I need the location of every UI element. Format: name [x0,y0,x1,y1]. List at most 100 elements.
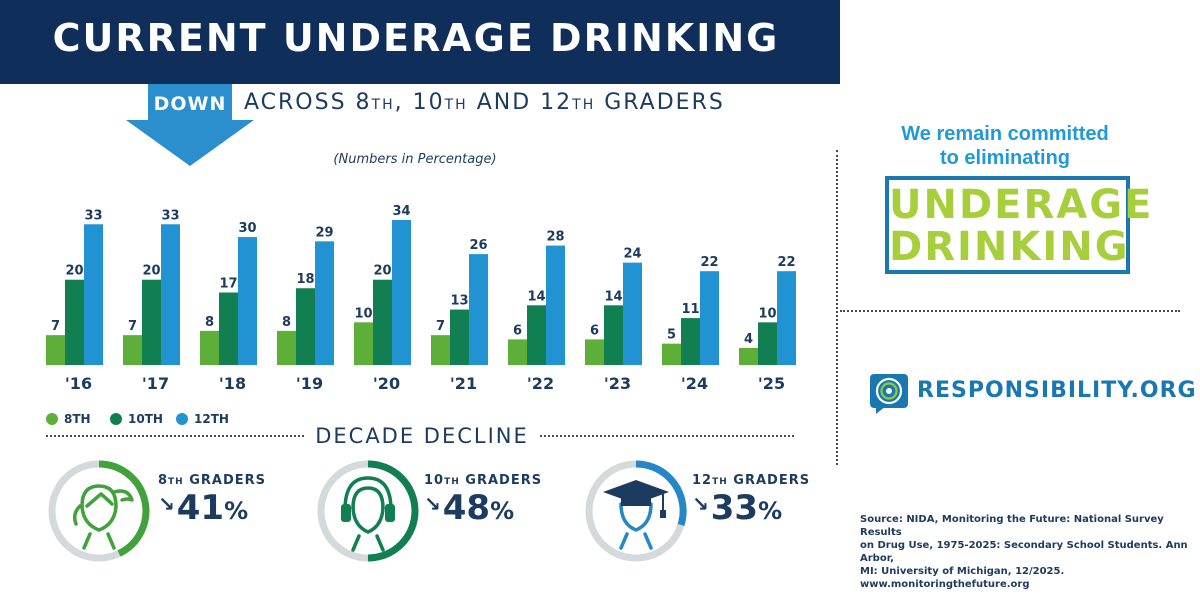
stat-value-8th: ↘41% [158,488,249,528]
bar-10th-5 [450,309,469,365]
box-line-1: UNDERAGE [889,182,1154,228]
legend-swatch [46,413,58,425]
responsibility-logo-icon [870,374,908,414]
data-label: 24 [623,247,641,262]
horizontal-divider [840,310,1180,312]
legend-swatch [176,413,188,425]
chart-note: (Numbers in Percentage) [333,152,497,167]
bar-8th-5 [431,335,450,365]
legend-label: 10TH [128,412,163,426]
legend-label: 12TH [194,412,229,426]
trend-down-icon: ↘ [158,492,175,516]
down-arrow-icon [126,84,254,166]
data-label: 7 [128,319,137,334]
bar-10th-0 [65,279,84,365]
bar-12th-3 [315,241,334,365]
x-tick-label: '16 [65,374,92,393]
legend-item-8th: 8TH [46,412,91,426]
bar-8th-0 [46,335,65,365]
data-label: 10 [758,306,776,321]
girl-icon [48,460,150,562]
x-tick-label: '20 [373,374,400,393]
data-label: 7 [51,319,60,334]
bar-12th-2 [238,237,257,365]
x-tick-label: '24 [681,374,708,393]
bar-8th-3 [277,330,296,365]
bar-12th-7 [623,262,642,365]
data-label: 14 [527,289,545,304]
x-tick-label: '25 [758,374,785,393]
decade-decline-title: DECADE DECLINE [306,424,538,448]
data-label: 33 [161,208,179,223]
data-label: 30 [238,221,256,236]
header-banner: CURRENT UNDERAGE DRINKING [0,0,840,84]
trend-down-icon: ↘ [424,492,441,516]
bar-8th-9 [739,347,758,365]
bar-10th-6 [527,305,546,365]
data-label: 5 [667,328,676,343]
data-label: 8 [205,315,214,330]
data-label: 14 [604,289,622,304]
bar-12th-1 [161,224,180,365]
bar-chart: 7 20 33 '16 7 20 33 '17 8 17 30 '18 8 18 29 '19 10 20 34 '2… [46,204,796,393]
data-label: 6 [513,323,522,338]
stat-value-12th: ↘33% [692,488,783,528]
data-label: 20 [373,264,391,279]
data-label: 18 [296,272,314,287]
stat-label-10th: 10TH GRADERS [424,473,543,488]
legend-item-12th: 12TH [176,412,229,426]
data-label: 7 [436,319,445,334]
bar-12th-0 [84,224,103,365]
data-label: 10 [354,306,372,321]
bar-8th-7 [585,339,604,365]
x-tick-label: '18 [219,374,246,393]
graduate-icon [585,460,687,562]
bar-10th-9 [758,322,777,365]
bar-10th-1 [142,279,161,365]
stat-label-12th: 12TH GRADERS [692,473,811,488]
brand-name: RESPONSIBILITY.ORG [917,378,1197,403]
bar-12th-4 [392,220,411,365]
bar-12th-6 [546,245,565,365]
bar-12th-5 [469,254,488,365]
data-label: 11 [681,302,699,317]
x-tick-label: '22 [527,374,554,393]
data-label: 29 [315,225,333,240]
data-label: 33 [84,208,102,223]
bar-10th-8 [681,318,700,365]
data-label: 8 [282,315,291,330]
x-tick-label: '21 [450,374,477,393]
vertical-divider [836,150,838,465]
legend-swatch [110,413,122,425]
x-tick-label: '17 [142,374,169,393]
stat-label-8th: 8TH GRADERS [158,473,267,488]
bar-8th-4 [354,322,373,365]
subtitle: ACROSS 8TH, 10TH AND 12TH GRADERS [244,90,725,115]
legend-label: 8TH [64,412,91,426]
bar-8th-6 [508,339,527,365]
bar-10th-3 [296,288,315,365]
stat-value-10th: ↘48% [424,488,515,528]
data-label: 28 [546,230,564,245]
source-citation: Source: NIDA, Monitoring the Future: Nat… [860,514,1188,590]
data-label: 22 [700,255,718,270]
box-line-2: DRINKING [889,224,1130,270]
data-label: 26 [469,238,487,253]
headphones-icon [317,460,419,562]
data-label: 6 [590,323,599,338]
data-label: 34 [392,204,410,219]
legend-item-10th: 10TH [110,412,163,426]
data-label: 13 [450,294,468,309]
data-label: 4 [744,332,753,347]
x-tick-label: '23 [604,374,631,393]
bar-12th-8 [700,271,719,365]
infographic-title: CURRENT UNDERAGE DRINKING [52,16,780,60]
bar-10th-7 [604,305,623,365]
data-label: 20 [65,264,83,279]
bar-8th-1 [123,335,142,365]
x-tick-label: '19 [296,374,323,393]
data-label: 20 [142,264,160,279]
underage-drinking-box: UNDERAGE DRINKING [885,176,1154,274]
trend-down-icon: ↘ [692,492,709,516]
down-label: DOWN [153,93,227,115]
